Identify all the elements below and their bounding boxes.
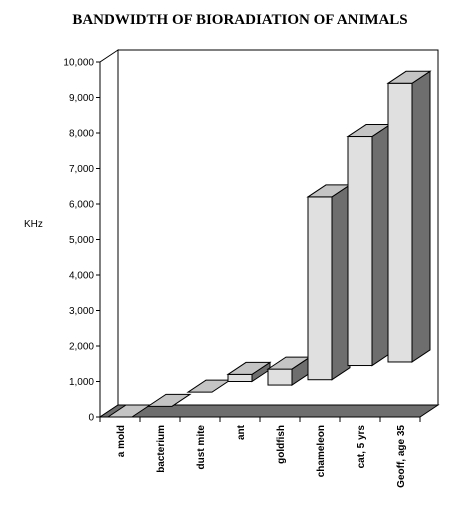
y-tick-label: 1,000 [69, 377, 94, 388]
bars [106, 70, 432, 418]
bar-top [226, 361, 272, 375]
left-wall [99, 49, 119, 418]
chart-title: BANDWIDTH OF BIORADIATION OF ANIMALS [72, 12, 407, 28]
bar-front [267, 368, 293, 386]
y-axis-label: KHz [24, 219, 43, 230]
y-tick-label: 4,000 [69, 271, 94, 282]
bar-front [387, 82, 413, 363]
y-tick-label: 5,000 [69, 235, 94, 246]
y-tick-label: 0 [88, 413, 94, 424]
bar-3 [226, 361, 272, 383]
bar-top [146, 393, 192, 407]
bar-side [371, 123, 391, 367]
y-tick-label: 2,000 [69, 342, 94, 353]
bar-7 [386, 70, 432, 363]
bar-side [411, 70, 431, 363]
bar-front [227, 373, 253, 382]
x-tick-label: dust mite [196, 425, 207, 470]
y-axis: 0 1,000 2,000 3,000 4,000 5,000 6,000 7,000 8,00… [63, 58, 101, 424]
y-tick-label: 6,000 [69, 200, 94, 211]
x-tick-label: ant [236, 424, 247, 440]
y-tick-label: 8,000 [69, 129, 94, 140]
x-tick-label: cat, 5 yrs [356, 425, 367, 469]
x-axis: a mold bacterium dust mite ant goldfish chame… [99, 416, 421, 488]
y-tick-label: 7,000 [69, 164, 94, 175]
y-tick-label: 3,000 [69, 306, 94, 317]
bar-1 [146, 393, 192, 407]
bar-top [386, 70, 432, 84]
y-tick-label: 10,000 [63, 58, 94, 69]
bar-5 [306, 183, 352, 381]
y-tick-label: 9,000 [69, 93, 94, 104]
x-tick-label: goldfish [276, 425, 287, 464]
x-tick-label: Geoff, age 35 [396, 425, 407, 488]
x-tick-label: a mold [116, 425, 127, 457]
bar-front [307, 196, 333, 381]
bar-front [347, 136, 373, 367]
x-tick-label: bacterium [156, 425, 167, 473]
bar-6 [346, 123, 392, 367]
bar-4 [266, 356, 312, 386]
x-tick-label: chameleon [316, 425, 327, 477]
bar-side [331, 183, 351, 381]
